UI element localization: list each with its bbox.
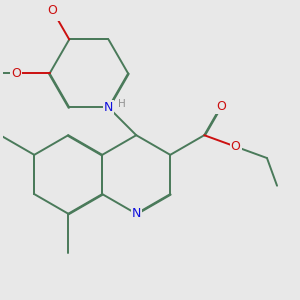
Text: O: O — [11, 67, 21, 80]
Text: O: O — [48, 4, 58, 17]
Text: O: O — [231, 140, 241, 153]
Text: O: O — [216, 100, 226, 113]
Text: N: N — [104, 101, 113, 114]
Text: H: H — [118, 98, 126, 109]
Text: N: N — [132, 207, 141, 220]
